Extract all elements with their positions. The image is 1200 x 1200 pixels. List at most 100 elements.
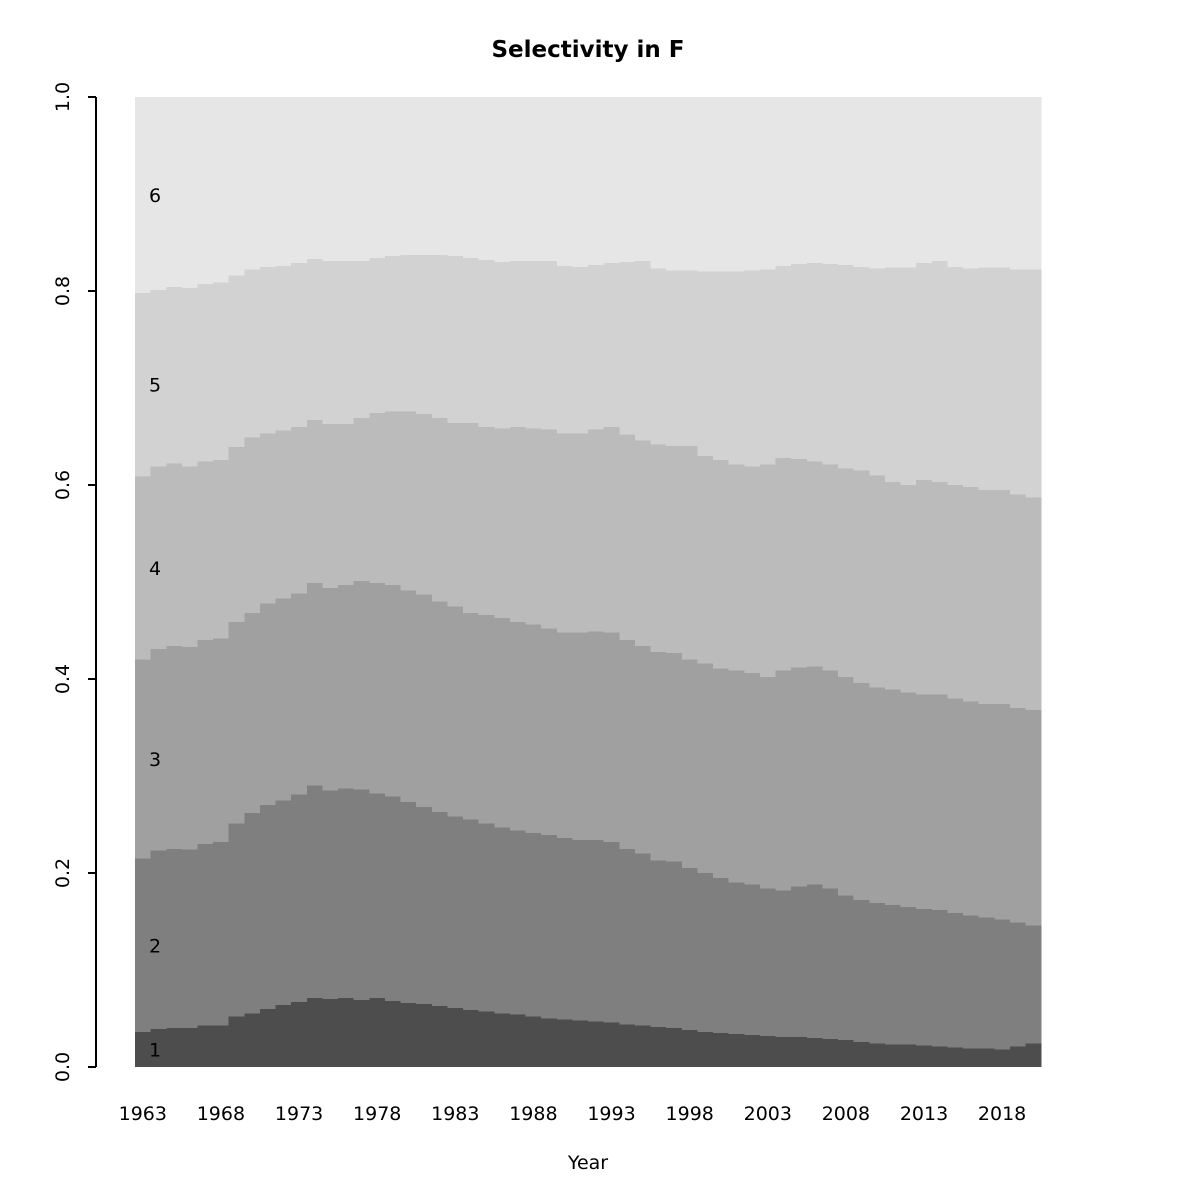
bar-segment-age2-2018 — [994, 919, 1011, 1050]
bar-segment-age1-2001 — [728, 1034, 745, 1067]
bar-segment-age2-1998 — [681, 868, 698, 1031]
bar-segment-age2-1996 — [650, 860, 667, 1028]
bar-segment-age2-2012 — [900, 906, 917, 1045]
bar-segment-age5-1991 — [572, 266, 589, 434]
bar-segment-age3-1978 — [369, 582, 386, 794]
bar-segment-age3-2008 — [838, 677, 855, 896]
bar-segment-age6-1966 — [181, 97, 198, 289]
bar-segment-age5-1975 — [322, 260, 339, 424]
bar-segment-age2-2010 — [869, 903, 886, 1044]
bar-segment-age3-1990 — [556, 632, 573, 839]
bar-segment-age2-1987 — [509, 830, 527, 1015]
bar-segment-age6-1968 — [213, 97, 230, 283]
bar-segment-age3-1966 — [181, 646, 198, 850]
bar-segment-age4-1996 — [650, 444, 667, 652]
bar-segment-age1-2004 — [775, 1036, 792, 1067]
bar-segment-age2-2003 — [759, 888, 777, 1036]
bar-segment-age5-1973 — [291, 262, 308, 427]
bar-segment-age1-1974 — [306, 998, 323, 1067]
bar-segment-age4-1980 — [400, 411, 417, 591]
bar-segment-age4-1977 — [353, 418, 370, 582]
bar-segment-age3-2014 — [931, 694, 948, 910]
bar-segment-age6-1963 — [135, 97, 152, 293]
bar-segment-age4-1999 — [697, 455, 714, 664]
bar-segment-age4-2019 — [1009, 494, 1027, 709]
bar-segment-age3-2018 — [994, 704, 1011, 920]
bar-segment-age4-1984 — [463, 422, 480, 614]
bar-segment-age5-1970 — [244, 269, 261, 438]
bar-segment-age6-2015 — [947, 97, 964, 267]
bar-segment-age1-1987 — [509, 1014, 527, 1067]
bar-segment-age4-1993 — [603, 426, 620, 633]
bar-segment-age1-1999 — [697, 1032, 714, 1067]
bar-segment-age5-1993 — [603, 262, 620, 427]
bar-segment-age4-1987 — [509, 426, 527, 622]
bar-segment-age5-2017 — [978, 267, 995, 490]
x-tick-label: 1968 — [197, 1103, 245, 1125]
bar-segment-age2-1982 — [431, 811, 448, 1006]
bar-segment-age4-2020 — [1025, 497, 1042, 711]
bar-segment-age6-1994 — [619, 97, 636, 262]
bar-segment-age6-1976 — [338, 97, 355, 261]
bar-segment-age2-1963 — [135, 858, 152, 1033]
bar-segment-age4-2015 — [947, 485, 964, 699]
bar-segment-age6-2013 — [916, 97, 933, 263]
bar-segment-age1-1969 — [228, 1016, 245, 1067]
bar-segment-age5-1971 — [259, 266, 277, 434]
bar-segment-age6-1993 — [603, 97, 620, 263]
bar-segment-age5-1994 — [619, 261, 636, 435]
bar-segment-age1-1972 — [275, 1004, 292, 1067]
band-label-1: 1 — [149, 1040, 161, 1062]
band-label-4: 4 — [149, 558, 161, 580]
bar-segment-age6-1983 — [447, 97, 464, 257]
bar-segment-age5-1984 — [463, 258, 480, 423]
bar-segment-age3-1974 — [306, 582, 323, 786]
bar-segment-age5-1983 — [447, 256, 464, 423]
bar-segment-age3-1987 — [509, 621, 527, 831]
bar-segment-age6-1975 — [322, 97, 339, 261]
bar-segment-age4-2005 — [791, 458, 808, 668]
bar-segment-age6-2017 — [978, 97, 995, 268]
bar-segment-age5-1995 — [634, 260, 652, 441]
bar-segment-age6-1971 — [259, 97, 277, 267]
bar-segment-age4-1968 — [213, 459, 230, 639]
bar-segment-age4-1988 — [525, 428, 542, 625]
bar-segment-age1-1981 — [416, 1003, 433, 1067]
bar-segment-age1-1966 — [181, 1028, 198, 1067]
bar-segment-age2-1974 — [306, 785, 323, 999]
bar-segment-age5-2000 — [713, 271, 730, 460]
bar-segment-age3-1979 — [384, 584, 402, 797]
bar-segment-age5-2014 — [931, 260, 948, 483]
bar-segment-age6-1972 — [275, 97, 292, 266]
bar-segment-age2-2015 — [947, 912, 964, 1048]
bar-segment-age4-1976 — [338, 423, 355, 585]
bar-segment-age2-2001 — [728, 882, 745, 1035]
bar-segment-age5-2013 — [916, 262, 933, 481]
bar-segment-age3-1994 — [619, 640, 636, 849]
bar-segment-age5-2011 — [884, 267, 902, 483]
bar-segment-age3-1992 — [588, 631, 605, 841]
bar-segment-age3-1970 — [244, 613, 261, 813]
bar-segment-age2-1986 — [494, 827, 511, 1014]
bar-segment-age3-1971 — [259, 603, 277, 806]
bar-segment-age1-1998 — [681, 1030, 698, 1067]
bar-segment-age3-1965 — [166, 646, 183, 849]
bar-segment-age3-1988 — [525, 624, 542, 834]
bar-segment-age5-2007 — [822, 263, 839, 465]
bar-segment-age6-1964 — [150, 97, 167, 291]
bar-segment-age2-1983 — [447, 816, 464, 1008]
bar-segment-age3-1973 — [291, 593, 308, 795]
bar-segment-age4-1983 — [447, 422, 464, 607]
bar-segment-age2-2005 — [791, 886, 808, 1037]
bar-segment-age5-1966 — [181, 288, 198, 467]
bar-segment-age3-2000 — [713, 668, 730, 878]
bar-segment-age3-1984 — [463, 613, 480, 820]
y-tick-label: 0.2 — [52, 858, 74, 888]
bar-segment-age1-1980 — [400, 1002, 417, 1067]
bar-segment-age3-2005 — [791, 667, 808, 887]
bar-segment-age3-2011 — [884, 689, 902, 906]
bar-segment-age1-1992 — [588, 1021, 605, 1067]
bar-segment-age3-1981 — [416, 594, 433, 808]
bar-segment-age6-1980 — [400, 97, 417, 256]
bar-segment-age2-1992 — [588, 840, 605, 1022]
